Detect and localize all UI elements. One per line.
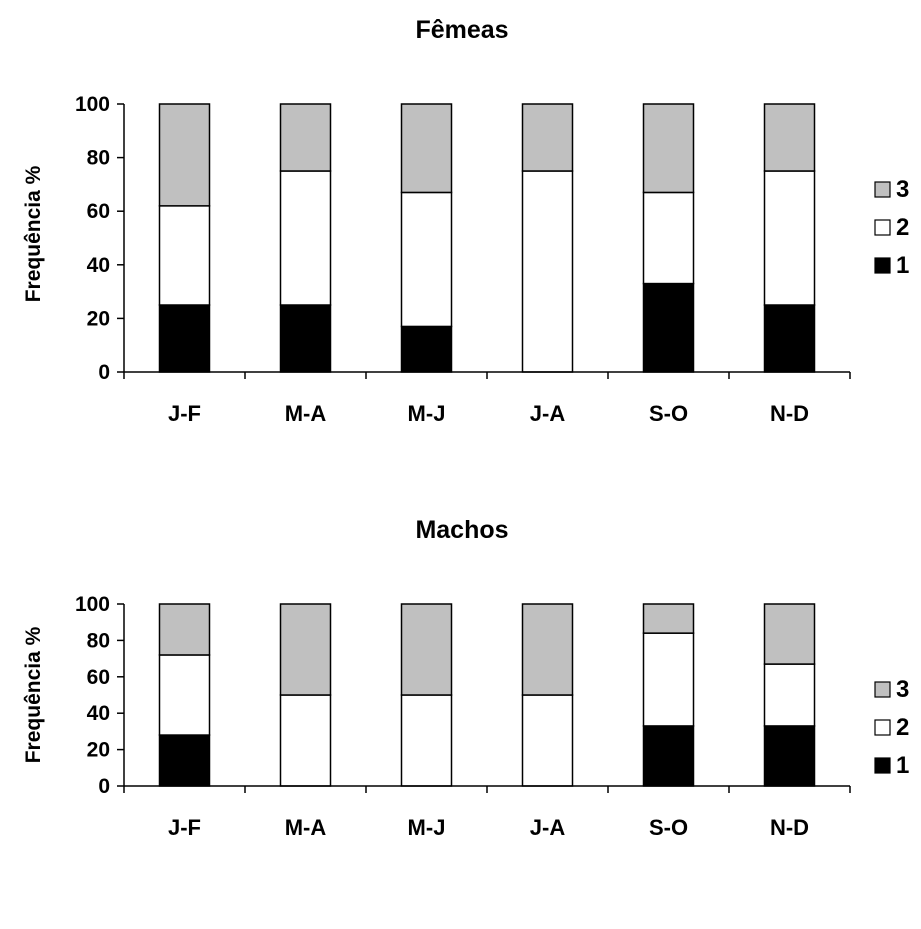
- y-tick-label: 0: [98, 775, 110, 798]
- legend-swatch-2: [874, 719, 891, 736]
- y-tick-label: 40: [87, 702, 110, 725]
- x-tick-label: S-O: [649, 815, 688, 840]
- bar-segment-3: [521, 603, 574, 696]
- bar-segment-2: [279, 694, 332, 787]
- bar-segment-3: [642, 103, 695, 194]
- y-tick-label: 60: [87, 666, 110, 689]
- bar-segment-1: [642, 725, 695, 787]
- bar-segment-3: [158, 103, 211, 207]
- y-tick-label: 20: [87, 739, 110, 762]
- x-tick-label: J-A: [530, 815, 566, 840]
- legend-label: 1: [896, 752, 909, 779]
- bar-segment-2: [279, 170, 332, 306]
- bar-segment-3: [642, 603, 695, 634]
- y-tick-label: 80: [87, 147, 110, 170]
- bar-segment-1: [642, 282, 695, 373]
- bar-segment-3: [279, 103, 332, 172]
- y-tick-label: 20: [87, 307, 110, 330]
- chart-title: Machos: [415, 516, 508, 544]
- legend-label: 2: [896, 714, 909, 741]
- bar-segment-3: [158, 603, 211, 656]
- x-tick-label: M-A: [285, 815, 327, 840]
- x-tick-label: M-A: [285, 401, 327, 426]
- bar-segment-1: [400, 325, 453, 373]
- chart-title: Fêmeas: [415, 16, 508, 44]
- bar-segment-2: [158, 654, 211, 736]
- bar-segment-2: [400, 191, 453, 328]
- bar-segment-3: [400, 103, 453, 194]
- legend-label: 3: [896, 176, 909, 203]
- y-tick-label: 40: [87, 254, 110, 277]
- legend-label: 2: [896, 214, 909, 241]
- legend-swatch-1: [874, 757, 891, 774]
- y-axis-label: Frequência %: [22, 626, 45, 763]
- y-tick-label: 0: [98, 361, 110, 384]
- bar-segment-3: [400, 603, 453, 696]
- bar-segment-2: [521, 694, 574, 787]
- y-tick-label: 80: [87, 629, 110, 652]
- x-tick-label: J-F: [168, 401, 201, 426]
- bar-segment-1: [763, 304, 816, 373]
- chart-machos: Machos Frequência % J-F M-A M-J J-A S-O N-D 0 2…: [22, 516, 909, 840]
- legend-swatch-1: [874, 257, 891, 274]
- y-axis-label: Frequência %: [22, 165, 45, 302]
- legend-swatch-2: [874, 219, 891, 236]
- x-tick-label: M-J: [408, 401, 446, 426]
- bar-segment-2: [642, 191, 695, 285]
- bar-segment-1: [279, 304, 332, 373]
- plot-area: J-F M-A M-J J-A S-O N-D 0 20 40 60 80 100: [75, 593, 851, 840]
- y-tick-label: 60: [87, 200, 110, 223]
- y-tick-label: 100: [75, 93, 110, 116]
- bar-segment-1: [158, 304, 211, 373]
- legend: 3 2 1: [874, 176, 909, 279]
- bar-segment-1: [158, 734, 211, 787]
- bar-segment-3: [279, 603, 332, 696]
- bar-segment-2: [400, 694, 453, 787]
- bar-segment-2: [158, 205, 211, 306]
- bar-segment-2: [642, 632, 695, 727]
- bar-segment-2: [763, 663, 816, 727]
- x-tick-label: N-D: [770, 401, 809, 426]
- legend-label: 1: [896, 252, 909, 279]
- legend-swatch-3: [874, 181, 891, 198]
- bar-segment-3: [763, 103, 816, 172]
- x-tick-label: N-D: [770, 815, 809, 840]
- chart-femeas: Fêmeas Frequência % J-F M-A M-J J-A S-O N-D 0 2…: [22, 16, 909, 426]
- legend-label: 3: [896, 676, 909, 703]
- y-tick-label: 100: [75, 593, 110, 616]
- bar-segment-3: [763, 603, 816, 665]
- x-tick-label: J-F: [168, 815, 201, 840]
- bar-segment-2: [521, 170, 574, 373]
- legend-swatch-3: [874, 681, 891, 698]
- x-tick-label: S-O: [649, 401, 688, 426]
- bar-segment-3: [521, 103, 574, 172]
- bar-segment-1: [763, 725, 816, 787]
- legend: 3 2 1: [874, 676, 909, 779]
- x-tick-label: J-A: [530, 401, 566, 426]
- bar-segment-2: [763, 170, 816, 306]
- x-tick-label: M-J: [408, 815, 446, 840]
- plot-area: J-F M-A M-J J-A S-O N-D 0 20 40 60 80 100: [75, 93, 851, 426]
